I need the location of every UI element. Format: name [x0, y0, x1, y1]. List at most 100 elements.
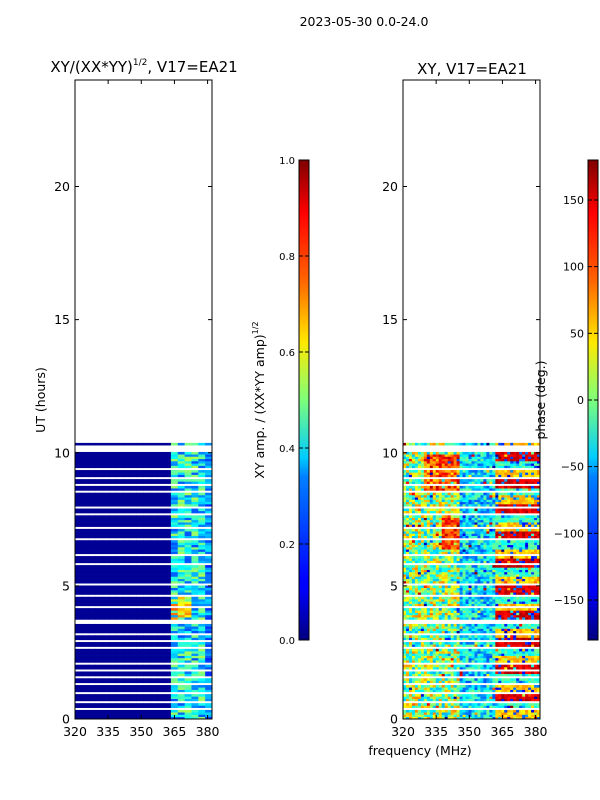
phase-cell: [408, 601, 413, 604]
amp-cell: [88, 549, 96, 552]
phase-cell: [519, 569, 523, 573]
phase-cell: [522, 549, 526, 552]
phase-cell: [411, 617, 416, 620]
amp-cell: [150, 458, 158, 462]
phase-cell: [459, 531, 463, 534]
phase-cell: [465, 673, 469, 677]
phase-cell: [531, 576, 535, 579]
phase-cell: [456, 664, 460, 668]
phase-cell: [519, 703, 523, 706]
amp-cell: [170, 451, 179, 455]
phase-cell: [516, 698, 520, 702]
phase-cell: [522, 689, 526, 693]
amp-cell: [109, 556, 117, 559]
phase-cell: [513, 660, 517, 663]
phase-cell: [528, 544, 532, 548]
amp-cell: [81, 454, 90, 457]
phase-cell: [492, 590, 496, 593]
phase-cell: [417, 558, 422, 561]
amp-cell: [150, 610, 158, 613]
amp-cell: [129, 470, 138, 473]
amp-cell: [122, 689, 131, 693]
amp-cell: [136, 492, 144, 496]
phase-cell: [489, 617, 493, 620]
phase-cell: [456, 698, 460, 702]
phase-cell: [423, 628, 428, 632]
amp-cell: [191, 687, 199, 690]
amp-cell: [129, 655, 138, 659]
phase-cell: [510, 574, 514, 577]
amp-cell: [136, 590, 144, 593]
phase-cell: [519, 642, 523, 645]
phase-cell: [519, 630, 523, 634]
amp-cell: [81, 664, 90, 668]
amp-cell: [191, 576, 199, 579]
phase-cell: [432, 560, 437, 564]
amp-cell: [164, 666, 172, 670]
phase-cell: [531, 601, 535, 604]
amp-cell: [81, 472, 90, 475]
amp-cell: [95, 451, 103, 455]
amp-cell: [198, 655, 206, 659]
amp-cell: [150, 716, 158, 720]
amp-cell: [122, 551, 131, 555]
phase-cell: [486, 567, 490, 570]
amp-cell: [177, 470, 185, 473]
phase-cell: [516, 569, 520, 573]
phase-cell: [420, 528, 425, 532]
phase-cell: [471, 653, 475, 656]
phase-cell: [417, 612, 422, 616]
phase-cell: [447, 651, 452, 654]
phase-cell: [450, 678, 455, 681]
amp-cell: [198, 567, 206, 570]
phase-cell: [417, 626, 422, 629]
phase-cell: [453, 592, 458, 595]
amp-cell: [170, 689, 179, 693]
phase-cell: [441, 547, 446, 550]
phase-cell: [438, 535, 443, 539]
amp-cell: [198, 637, 206, 641]
amp-y-axis-label: UT (hours): [33, 367, 48, 433]
amp-cell: [157, 705, 165, 708]
phase-cell: [498, 685, 502, 688]
phase-cell: [456, 671, 460, 675]
phase-cell: [444, 642, 449, 645]
amp-cell: [205, 685, 213, 688]
phase-cell: [441, 542, 446, 546]
phase-cell: [525, 574, 529, 577]
phase-cell: [444, 623, 449, 627]
amp-xtick-label: 335: [96, 724, 120, 739]
phase-cell: [429, 630, 434, 634]
phase-cell: [513, 705, 517, 708]
phase-cell: [507, 648, 511, 652]
amp-cell: [75, 716, 83, 720]
amp-cell: [88, 689, 96, 693]
phase-cell: [507, 571, 511, 575]
phase-cell: [423, 601, 428, 604]
phase-cell: [411, 673, 416, 677]
phase-cell: [411, 531, 416, 534]
amp-cell: [191, 617, 199, 620]
phase-cell: [495, 528, 499, 532]
amp-cell: [143, 472, 151, 475]
amp-cell: [129, 626, 138, 629]
phase-cell: [486, 565, 490, 568]
phase-cell: [432, 703, 437, 706]
amp-cell: [164, 673, 172, 677]
amp-cell: [95, 540, 103, 543]
phase-cell: [459, 655, 463, 659]
phase-cell: [489, 535, 493, 539]
phase-cell: [459, 612, 463, 616]
amp-cell: [184, 542, 192, 546]
amp-cell: [136, 585, 144, 589]
phase-cell: [423, 703, 428, 706]
amp-cell: [191, 664, 199, 668]
phase-cell: [498, 628, 502, 632]
phase-cell: [423, 556, 428, 559]
phase-cell: [534, 547, 538, 550]
phase-cell: [534, 531, 538, 534]
phase-cell: [504, 549, 508, 552]
amp-cell: [75, 642, 83, 645]
phase-cell: [474, 644, 478, 647]
phase-cell: [468, 603, 472, 607]
